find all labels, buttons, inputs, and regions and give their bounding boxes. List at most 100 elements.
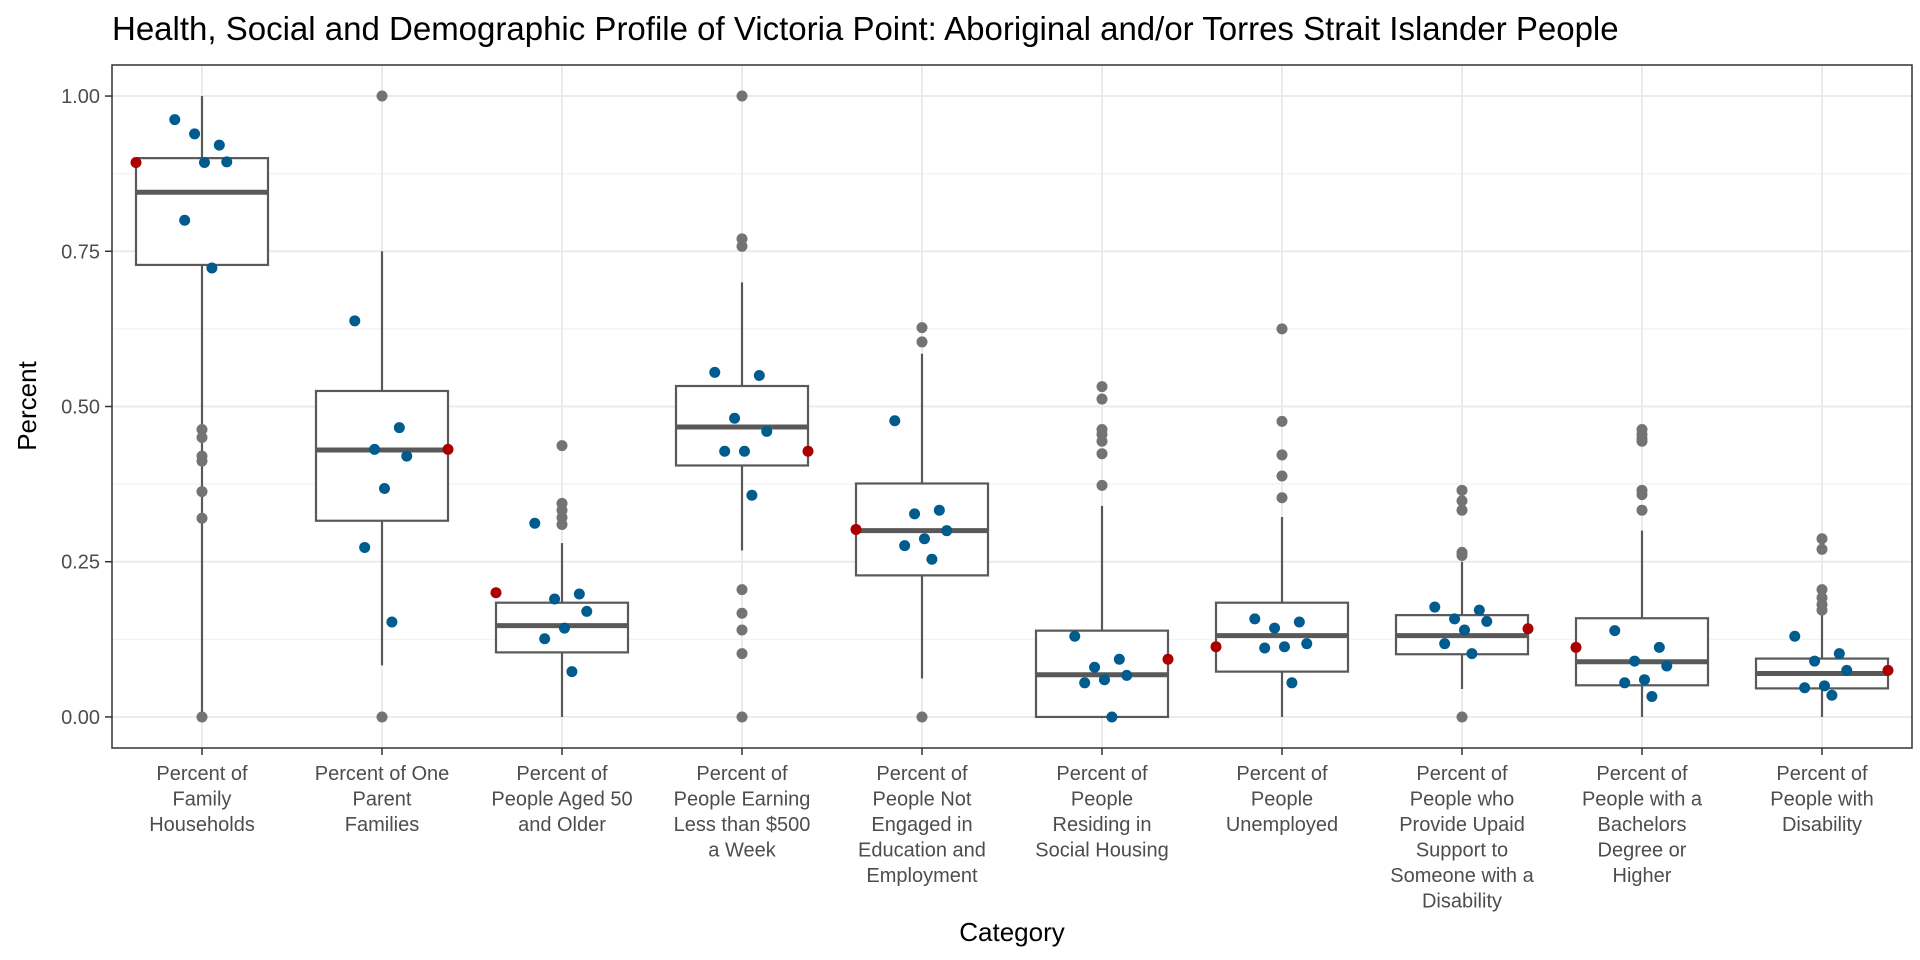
data-point (1809, 655, 1821, 667)
x-tick-label-line: Social Housing (1035, 840, 1168, 862)
x-tick-label-line: and Older (518, 814, 606, 836)
outlier-point (736, 90, 748, 102)
highlight-point (442, 443, 454, 455)
highlight-point (1522, 623, 1534, 635)
x-tick-label-line: Percent of (1236, 763, 1328, 785)
data-point (1458, 624, 1470, 636)
box-group (850, 322, 990, 723)
box-group (130, 96, 270, 723)
data-point (1069, 630, 1081, 642)
outlier-point (1456, 550, 1468, 562)
x-tick-label-line: Employment (866, 865, 978, 887)
box-group (1034, 381, 1174, 723)
data-point (573, 588, 585, 600)
data-point (1429, 601, 1441, 613)
x-tick-label-line: Unemployed (1226, 814, 1338, 836)
data-point (761, 425, 773, 437)
data-point (1818, 680, 1830, 692)
data-point (1301, 638, 1313, 650)
data-point (1609, 625, 1621, 637)
x-tick-label: Percent of People Earning Less than $500 a … (674, 763, 811, 862)
outlier-point (1816, 584, 1828, 596)
x-tick-label: Percent of One Parent Families (315, 763, 450, 836)
x-tick-label: Percent of Family Households (149, 763, 255, 836)
outlier-point (1816, 604, 1828, 616)
data-point (1841, 664, 1853, 676)
data-point (926, 553, 938, 565)
data-point (1826, 689, 1838, 701)
box-group (1754, 533, 1894, 717)
outlier-point (1276, 323, 1288, 335)
x-tick-label-line: Percent of (516, 763, 608, 785)
data-point (1079, 677, 1091, 689)
outlier-point (196, 450, 208, 462)
highlight-point (1210, 641, 1222, 653)
x-tick-label-line: People Earning (674, 789, 811, 811)
x-tick-label: Percent of People Unemployed (1226, 763, 1338, 836)
outlier-point (1096, 448, 1108, 460)
chart-title: Health, Social and Demographic Profile o… (112, 10, 1619, 47)
outlier-point (196, 423, 208, 435)
data-point (1098, 674, 1110, 686)
data-point (1269, 622, 1281, 634)
data-point (169, 114, 181, 126)
box-group (674, 90, 814, 723)
data-point (349, 315, 361, 327)
box-group (490, 440, 630, 717)
data-point (1293, 616, 1305, 628)
outlier-point (556, 518, 568, 530)
highlight-point (1882, 664, 1894, 676)
data-point (1113, 653, 1125, 665)
outlier-point (1816, 533, 1828, 545)
x-axis: Percent of Family Households Percent of One… (149, 748, 1874, 913)
data-point (1121, 669, 1133, 681)
box (1574, 617, 1710, 687)
data-point (221, 156, 233, 168)
data-point (1466, 648, 1478, 660)
data-point (918, 533, 930, 545)
outlier-point (1456, 495, 1468, 507)
outlier-point (1456, 711, 1468, 723)
highlight-point (802, 445, 814, 457)
data-point (1481, 615, 1493, 627)
highlight-point (1162, 653, 1174, 665)
data-point (1661, 660, 1673, 672)
outlier-point (196, 512, 208, 524)
highlight-point (490, 587, 502, 599)
data-point (581, 605, 593, 617)
outlier-point (1636, 489, 1648, 501)
data-point (889, 415, 901, 427)
x-tick-label-line: Families (345, 814, 419, 836)
x-tick-label-line: Parent (353, 789, 412, 811)
data-point (1646, 690, 1658, 702)
x-tick-label: Percent of People Aged 50 and Older (491, 763, 632, 836)
data-point (1653, 641, 1665, 653)
data-point (1439, 638, 1451, 650)
x-tick-label-line: Education and (858, 840, 986, 862)
data-point (738, 445, 750, 457)
x-tick-label-line: Higher (1613, 865, 1672, 887)
data-point (729, 412, 741, 424)
outlier-point (916, 711, 928, 723)
outlier-point (1456, 504, 1468, 516)
x-tick-label-line: Family (173, 789, 232, 811)
x-tick-label-line: Someone with a (1390, 865, 1534, 887)
plot-panel (111, 64, 1913, 749)
data-point (189, 128, 201, 140)
data-point (206, 262, 218, 274)
outlier-point (1276, 470, 1288, 482)
outlier-point (916, 336, 928, 348)
data-point (1629, 655, 1641, 667)
outlier-point (196, 711, 208, 723)
highlight-point (850, 523, 862, 535)
highlight-point (130, 156, 142, 168)
outlier-point (1096, 435, 1108, 447)
outlier-point (1096, 381, 1108, 393)
x-tick-label-line: Bachelors (1598, 814, 1687, 836)
x-tick-label: Percent of People with Disability (1770, 763, 1873, 836)
data-point (899, 540, 911, 552)
data-point (179, 214, 191, 226)
outlier-point (736, 648, 748, 660)
x-tick-label-line: Degree or (1598, 840, 1687, 862)
outlier-point (1096, 393, 1108, 405)
